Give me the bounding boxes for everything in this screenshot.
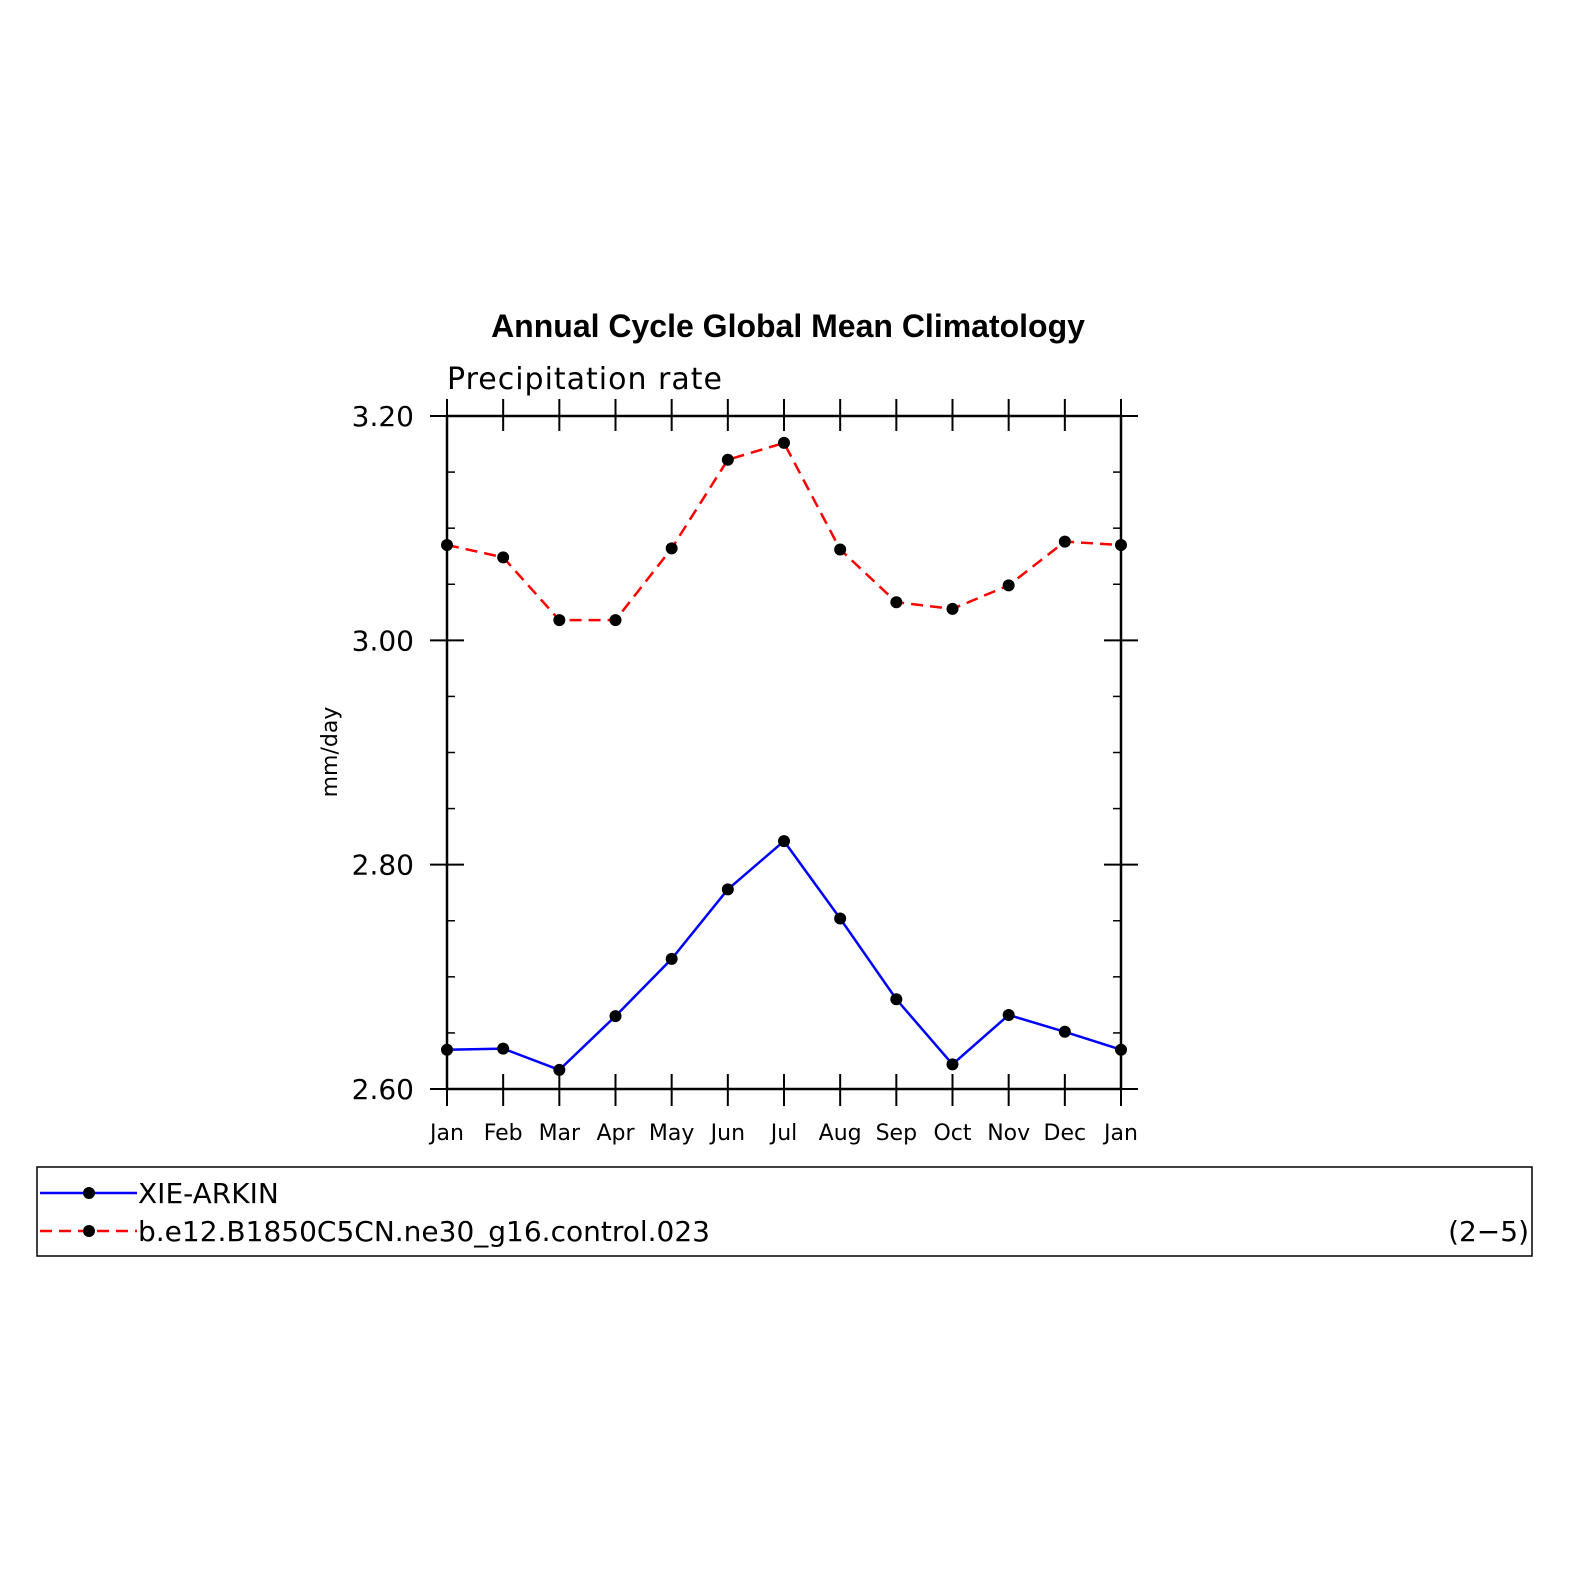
series-1-point <box>1115 1043 1127 1056</box>
x-tick-label: Mar <box>539 1121 581 1146</box>
series-2-point <box>1058 535 1071 548</box>
series-1-point <box>721 883 734 896</box>
x-tick-label: Aug <box>819 1121 862 1146</box>
series-2-point <box>609 614 622 627</box>
series-2-point <box>721 453 734 466</box>
y-tick-label: 2.80 <box>352 849 414 882</box>
legend-marker-2 <box>83 1225 95 1237</box>
legend-label-2: b.e12.B1850C5CN.ne30_g16.control.023 <box>138 1215 710 1248</box>
series-2-point <box>553 614 566 627</box>
series-2-point <box>665 542 678 555</box>
plot-frame <box>445 414 1123 1091</box>
panel-tag: (2−5) <box>1448 1215 1529 1248</box>
series-2-point <box>890 596 903 609</box>
y-axis: 2.60 2.80 3.00 3.20 <box>352 400 1138 1106</box>
series-1-point <box>609 1010 622 1023</box>
series-1-point <box>946 1058 959 1071</box>
series-1-point <box>553 1063 566 1076</box>
x-tick-label: Feb <box>484 1121 523 1146</box>
x-axis: Jan Feb Mar Apr May Jun Jul Aug Sep Oct Nov Dec Jan <box>428 399 1138 1146</box>
x-tick-label: Oct <box>933 1121 971 1146</box>
series-line-2 <box>446 441 1122 622</box>
series-2-point <box>834 543 847 556</box>
x-tick-label: May <box>649 1121 694 1146</box>
series-1-point <box>665 952 678 965</box>
series-1-point <box>497 1042 510 1055</box>
series-1-point <box>1002 1008 1015 1021</box>
legend-label-1: XIE-ARKIN <box>138 1177 279 1210</box>
x-tick-label: Sep <box>876 1121 917 1146</box>
series-line-1 <box>446 839 1122 1072</box>
x-tick-label: Jun <box>709 1121 745 1146</box>
x-tick-label: Dec <box>1044 1121 1087 1146</box>
x-tick-label: Nov <box>987 1121 1030 1146</box>
plot-axes <box>445 414 1123 1091</box>
series-1-point <box>834 912 847 925</box>
y-tick-label: 3.00 <box>352 624 414 657</box>
series-group <box>441 436 1127 1076</box>
series-1-point <box>1058 1025 1071 1038</box>
x-tick-label: Jul <box>769 1121 798 1146</box>
x-tick-label: Jan <box>428 1121 464 1146</box>
y-axis-label: mm/day <box>318 707 343 798</box>
legend-box <box>36 1166 1533 1257</box>
legend-marker-1 <box>83 1187 95 1199</box>
series-2-point <box>1002 579 1015 592</box>
chart-subtitle: Precipitation rate <box>447 362 723 397</box>
series-1-point <box>778 835 790 848</box>
series-1-point <box>441 1043 453 1056</box>
x-tick-label: Apr <box>596 1121 635 1146</box>
series-2-point <box>946 602 959 615</box>
y-tick-label: 3.20 <box>352 400 414 433</box>
y-tick-label: 2.60 <box>352 1073 414 1106</box>
series-2-point <box>497 551 510 564</box>
series-2-point <box>1115 538 1127 551</box>
x-tick-label: Jan <box>1102 1121 1138 1146</box>
legend: XIE-ARKIN b.e12.B1850C5CN.ne30_g16.contro… <box>40 1177 710 1248</box>
series-2-point <box>778 436 790 449</box>
chart-title: Annual Cycle Global Mean Climatology <box>491 308 1085 344</box>
series-1-point <box>890 993 903 1006</box>
series-2-point <box>441 538 453 551</box>
